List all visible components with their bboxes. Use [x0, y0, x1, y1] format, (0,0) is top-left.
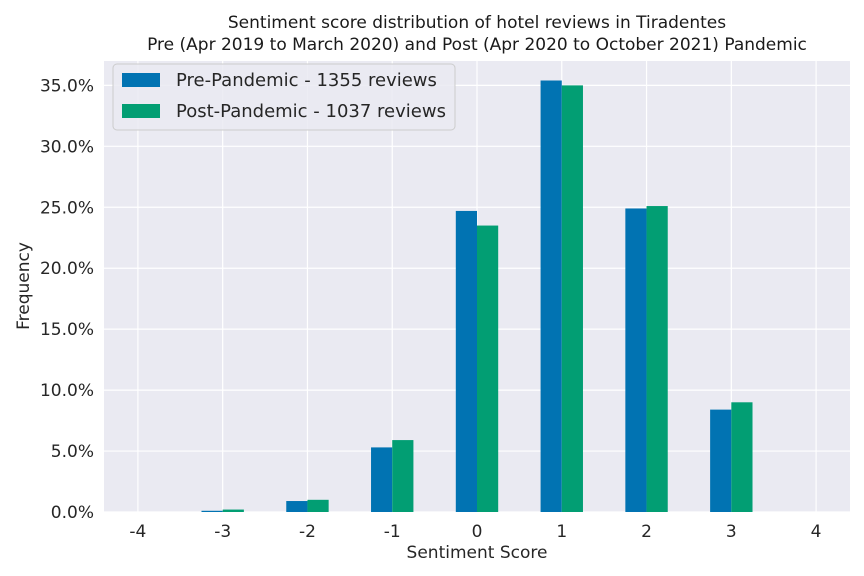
x-tick-label: 4 — [811, 522, 822, 542]
bars — [201, 80, 753, 513]
y-tick-label: 30.0% — [40, 137, 94, 157]
bar-post-pandemic — [561, 85, 583, 512]
y-ticks: 0.0% 5.0% 10.0% 15.0% 20.0% 25.0% 30.0% 35.0% — [40, 76, 94, 523]
bar-post-pandemic — [646, 206, 668, 513]
bar-post-pandemic — [477, 225, 499, 512]
x-ticks: -4 -3 -2 -1 0 1 2 3 4 — [129, 522, 821, 542]
x-tick-label: -3 — [214, 522, 231, 542]
y-tick-label: 5.0% — [51, 442, 94, 462]
y-tick-label: 20.0% — [40, 259, 94, 279]
x-tick-label: 2 — [641, 522, 652, 542]
bar-post-pandemic — [392, 440, 414, 512]
legend-label-pre-pandemic: Pre-Pandemic - 1355 reviews — [176, 70, 437, 91]
bar-pre-pandemic — [625, 208, 647, 512]
bar-post-pandemic — [731, 402, 753, 512]
y-tick-label: 15.0% — [40, 320, 94, 340]
y-axis-label: Frequency — [14, 242, 34, 330]
legend-frame — [112, 63, 456, 131]
bar-pre-pandemic — [201, 510, 223, 512]
legend-swatch-pre-pandemic — [122, 73, 160, 87]
y-tick-label: 0.0% — [51, 503, 94, 523]
bar-pre-pandemic — [540, 80, 562, 513]
y-tick-label: 10.0% — [40, 381, 94, 401]
bar-pre-pandemic — [455, 210, 477, 512]
legend: Pre-Pandemic - 1355 reviews Post-Pandemi… — [112, 63, 456, 131]
bar-post-pandemic — [307, 499, 329, 512]
x-tick-label: 0 — [472, 522, 483, 542]
y-tick-label: 35.0% — [40, 76, 94, 96]
x-tick-label: -1 — [384, 522, 401, 542]
legend-label-post-pandemic: Post-Pandemic - 1037 reviews — [176, 101, 446, 122]
x-tick-label: -2 — [299, 522, 316, 542]
bar-pre-pandemic — [371, 447, 393, 512]
x-tick-label: 3 — [726, 522, 737, 542]
x-tick-label: 1 — [556, 522, 567, 542]
bar-post-pandemic — [222, 509, 244, 512]
x-tick-label: -4 — [129, 522, 146, 542]
y-tick-label: 25.0% — [40, 198, 94, 218]
legend-swatch-post-pandemic — [122, 104, 160, 118]
bar-pre-pandemic — [710, 409, 732, 512]
chart-subtitle: Pre (Apr 2019 to March 2020) and Post (A… — [147, 35, 807, 55]
bar-pre-pandemic — [286, 501, 308, 512]
x-axis-label: Sentiment Score — [407, 543, 548, 563]
chart-title: Sentiment score distribution of hotel re… — [228, 13, 726, 33]
